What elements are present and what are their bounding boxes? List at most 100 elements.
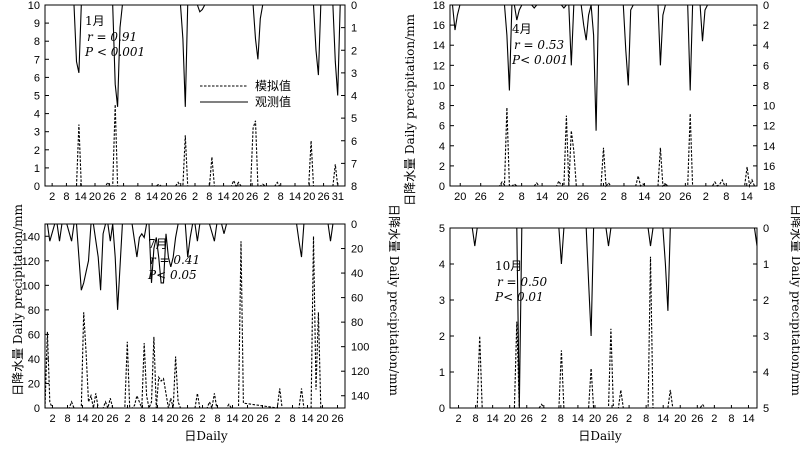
x-tick-label: 20 (89, 191, 101, 203)
y-left-tick-label: 4 (439, 259, 445, 271)
x-tick-label: 20 (241, 413, 253, 425)
y-right-tick-label: 12 (763, 121, 775, 133)
x-tick-label: 2 (124, 413, 130, 425)
y-left-tick-label: 4 (34, 109, 40, 121)
series-line-observed (45, 4, 345, 107)
y-left-tick-label: 80 (28, 305, 40, 317)
y-right-tick-label: 7 (351, 158, 357, 170)
y-right-tick-label: 2 (351, 45, 357, 57)
x-tick-label: 20 (91, 413, 103, 425)
y-left-tick-label: 10 (433, 80, 445, 92)
series-line-observed (450, 4, 757, 131)
y-right-tick-label: 2 (763, 20, 769, 32)
x-tick-label: 2 (192, 191, 198, 203)
x-tick-label: 8 (558, 413, 564, 425)
y-right-tick-label: 5 (763, 403, 769, 415)
y-right-tick-label: 0 (763, 0, 769, 12)
y-left-tick-label: 3 (439, 295, 445, 307)
y-left-tick-label: 120 (22, 256, 40, 268)
y-left-tick-label: 3 (34, 127, 40, 139)
y-right-tick-label: 120 (351, 366, 369, 378)
x-tick-label: 8 (206, 191, 212, 203)
x-tick-label: 26 (106, 413, 118, 425)
correlation-label: r = 0.91 (87, 30, 137, 44)
y-right-tick-label: 5 (351, 113, 357, 125)
x-tick-label: 8 (135, 191, 141, 203)
y-right-tick-label: 8 (763, 80, 769, 92)
x-tick-label: 8 (278, 191, 284, 203)
x-tick-label: 2 (498, 191, 504, 203)
series-line-simulated (450, 107, 757, 189)
y-left-tick-label: 9 (34, 18, 40, 30)
y-right-tick-label: 0 (351, 0, 357, 12)
y-left-tick-label: 2 (34, 145, 40, 157)
correlation-label: r = 0.41 (150, 253, 200, 267)
y-left-tick-label: 0 (439, 403, 445, 415)
y-left-tick-label: 140 (22, 231, 40, 243)
y-right-tick-label: 10 (763, 101, 775, 113)
y-axis-label-right-top: 日降水量 Daily precipitation/mm (387, 204, 401, 396)
series-line-simulated (45, 104, 345, 188)
y-left-tick-label: 6 (34, 72, 40, 84)
y-right-tick-label: 3 (763, 331, 769, 343)
x-tick-label: 26 (521, 413, 533, 425)
x-tick-label: 26 (475, 191, 487, 203)
x-tick-label: 26 (331, 413, 343, 425)
x-tick-label: 2 (274, 413, 280, 425)
y-left-tick-label: 5 (439, 223, 445, 235)
y-left-tick-label: 18 (433, 0, 445, 12)
p-value-label: P< 0.001 (511, 53, 568, 67)
x-tick-label: 14 (226, 413, 238, 425)
y-right-tick-label: 4 (763, 40, 769, 52)
series-line-simulated (44, 236, 345, 411)
y-left-tick-label: 2 (439, 161, 445, 173)
y-left-tick-label: 10 (28, 0, 40, 12)
y-right-tick-label: 60 (351, 293, 363, 305)
p-value-label: P < 0.001 (84, 45, 145, 59)
month-label: 10月 (495, 259, 522, 273)
y-right-tick-label: 3 (351, 68, 357, 80)
y-left-tick-label: 40 (28, 354, 40, 366)
y-axis-label-left-bottom: 日降水量 Daily precipitation/mm (403, 13, 417, 205)
y-left-tick-label: 12 (433, 60, 445, 72)
x-tick-label: 26 (691, 413, 703, 425)
x-tick-label: 14 (301, 413, 313, 425)
series-line-simulated (450, 256, 757, 409)
y-left-tick-label: 6 (439, 121, 445, 133)
x-tick-label: 14 (76, 413, 88, 425)
x-tick-label: 2 (626, 413, 632, 425)
x-tick-label: 14 (75, 191, 87, 203)
y-axis-label-left-top: 日降水量 Daily precipitation/mm (11, 203, 25, 395)
x-tick-label: 20 (556, 191, 568, 203)
x-tick-label: 26 (679, 191, 691, 203)
y-right-tick-label: 6 (763, 60, 769, 72)
month-label: 1月 (85, 14, 105, 28)
y-left-tick-label: 0 (34, 181, 40, 193)
x-tick-label: 20 (589, 413, 601, 425)
month-label: 7月 (148, 237, 168, 251)
x-tick-label: 14 (536, 191, 548, 203)
y-left-tick-label: 100 (22, 280, 40, 292)
x-tick-label: 26 (577, 191, 589, 203)
y-left-tick-label: 16 (433, 20, 445, 32)
x-tick-label: 2 (49, 191, 55, 203)
y-right-tick-label: 2 (763, 295, 769, 307)
x-tick-label: 26 (103, 191, 115, 203)
y-right-tick-label: 0 (351, 219, 357, 231)
x-tick-label: 20 (166, 413, 178, 425)
y-right-tick-label: 80 (351, 317, 363, 329)
x-tick-label: 20 (160, 191, 172, 203)
x-tick-label: 20 (454, 191, 466, 203)
correlation-label: r = 0.50 (497, 275, 548, 289)
x-tick-label: 14 (151, 413, 163, 425)
y-left-tick-label: 60 (28, 329, 40, 341)
y-left-tick-label: 4 (439, 141, 445, 153)
y-right-tick-label: 4 (351, 91, 357, 103)
x-tick-label: 31 (332, 191, 344, 203)
x-tick-label: 26 (317, 191, 329, 203)
x-tick-label: 8 (63, 191, 69, 203)
y-right-tick-label: 18 (763, 181, 775, 193)
y-right-tick-label: 16 (763, 161, 775, 173)
